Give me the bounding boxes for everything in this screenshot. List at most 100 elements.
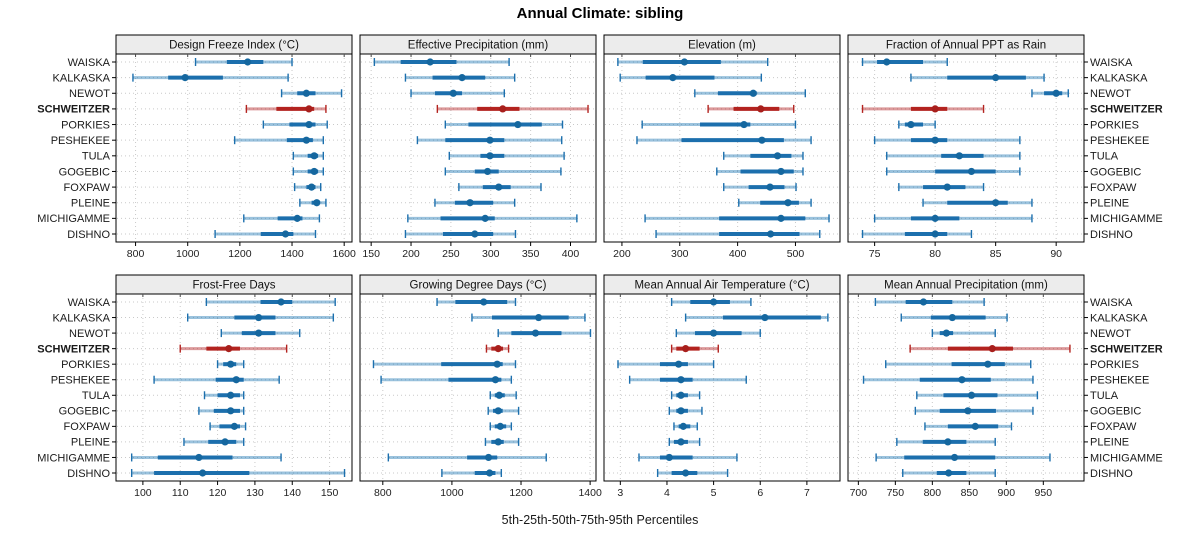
- median-dot: [227, 407, 235, 415]
- median-dot: [680, 58, 689, 66]
- percentile-row-foxpaw: [458, 183, 542, 192]
- percentile-row-gogebic: [914, 406, 1034, 415]
- panel-mean-annual-precipitation-mm: Mean Annual Precipitation (mm) 700 750 800 8…: [847, 274, 1085, 499]
- median-dot: [493, 360, 501, 368]
- percentiles-caption: 5th-25th-50th-75th-95th Percentiles: [501, 513, 699, 527]
- percentile-row-schweitzer: [179, 344, 288, 353]
- percentile-row-newot: [931, 329, 996, 338]
- percentile-row-gogebic: [886, 167, 1021, 176]
- percentile-row-pleine: [922, 198, 1033, 207]
- percentile-row-schweitzer: [485, 344, 510, 353]
- site-label-right: GOGEBIC: [1090, 406, 1141, 418]
- site-label-right: PLEINE: [1090, 198, 1129, 210]
- percentile-row-schweitzer: [670, 344, 719, 353]
- percentile-row-newot: [280, 89, 343, 98]
- median-dot: [310, 167, 318, 176]
- median-dot: [255, 313, 263, 322]
- median-dot: [244, 58, 252, 66]
- site-label-right: DISHNO: [1090, 229, 1133, 241]
- axis-tick-label: 3: [617, 487, 623, 499]
- site-label-left: PLEINE: [71, 437, 110, 449]
- percentile-row-pleine: [434, 198, 516, 207]
- axis-tick-label: 130: [246, 487, 264, 499]
- percentile-row-porkies: [885, 360, 1032, 369]
- median-dot: [281, 230, 290, 238]
- median-dot: [682, 345, 690, 353]
- median-dot: [199, 469, 207, 477]
- axis-tick-label: 850: [961, 487, 979, 499]
- median-dot: [766, 230, 775, 238]
- percentile-row-waiska: [205, 298, 336, 306]
- median-dot: [305, 120, 313, 129]
- median-dot: [466, 199, 474, 207]
- median-dot: [227, 360, 235, 368]
- median-dot: [496, 422, 504, 430]
- percentile-row-michigamme: [638, 453, 738, 462]
- panel-box: [603, 53, 841, 243]
- median-dot: [677, 407, 685, 415]
- axis-tick-label: 1200: [509, 487, 533, 499]
- percentile-row-gogebic: [668, 406, 703, 415]
- median-dot: [1052, 89, 1060, 97]
- axis-tick-label: 800: [374, 487, 392, 499]
- median-dot: [486, 152, 494, 160]
- percentile-row-dishno: [655, 230, 821, 238]
- percentile-row-foxpaw: [489, 422, 513, 431]
- axis-tick-label: 1000: [440, 487, 464, 499]
- percentile-row-kalkaska: [132, 73, 289, 82]
- site-label-left: TULA: [82, 390, 111, 402]
- site-label-right: TULA: [1090, 151, 1119, 163]
- median-dot: [471, 230, 479, 238]
- panel-growing-degree-days-c: Growing Degree Days (°C) 800 1000 1200 1400: [359, 274, 602, 499]
- axis-tick-label: 800: [127, 248, 145, 260]
- panel-title: Growing Degree Days (°C): [410, 280, 547, 292]
- percentile-row-kalkaska: [900, 313, 1008, 322]
- axis-tick-label: 950: [1035, 487, 1053, 499]
- median-dot: [984, 360, 992, 368]
- percentile-row-pleine: [299, 198, 327, 207]
- site-label-right: WAISKA: [1090, 57, 1133, 69]
- median-dot: [677, 376, 685, 384]
- percentile-row-foxpaw: [898, 183, 985, 192]
- panel-elevation-m: Elevation (m) 200 300 400 500: [603, 34, 841, 260]
- axis-tick-label: 400: [729, 248, 747, 260]
- axis-tick-label: 250: [442, 248, 460, 260]
- median-dot: [758, 136, 766, 144]
- median-dot: [486, 136, 494, 144]
- axis-tick-label: 900: [998, 487, 1016, 499]
- axis-tick-label: 1400: [280, 248, 304, 260]
- percentile-row-michigamme: [875, 453, 1051, 462]
- median-dot: [931, 105, 939, 113]
- median-dot: [494, 345, 502, 353]
- panel-box: [359, 53, 597, 243]
- percentile-row-kalkaska: [471, 313, 586, 322]
- median-dot: [481, 214, 489, 222]
- percentile-row-newot: [497, 329, 592, 338]
- site-label-right: PORKIES: [1090, 119, 1139, 131]
- median-dot: [761, 313, 769, 322]
- axis-tick-label: 1600: [332, 248, 356, 260]
- site-label-left: SCHWEITZER: [37, 343, 110, 355]
- median-dot: [181, 74, 189, 82]
- percentile-row-michigamme: [130, 453, 282, 462]
- percentile-row-waiska: [670, 298, 752, 306]
- median-dot: [531, 329, 540, 337]
- median-dot: [302, 89, 310, 97]
- site-label-right: PESHEKEE: [1090, 375, 1149, 387]
- percentile-row-tula: [916, 391, 1039, 400]
- median-dot: [669, 74, 677, 82]
- median-dot: [426, 58, 434, 66]
- median-dot: [710, 329, 718, 337]
- median-dot: [232, 376, 240, 384]
- percentile-row-foxpaw: [924, 422, 1013, 431]
- panel-mean-annual-air-temperature-c: Mean Annual Air Temperature (°C) 3 4 5 6 7: [603, 274, 841, 499]
- percentile-row-schweitzer: [245, 104, 327, 113]
- percentile-row-newot: [675, 329, 761, 338]
- median-dot: [495, 183, 503, 191]
- site-label-left: FOXPAW: [64, 182, 111, 194]
- median-dot: [255, 329, 263, 337]
- median-dot: [907, 120, 915, 129]
- panel-title: Mean Annual Air Temperature (°C): [634, 280, 809, 292]
- percentile-row-peshekee: [873, 136, 1021, 145]
